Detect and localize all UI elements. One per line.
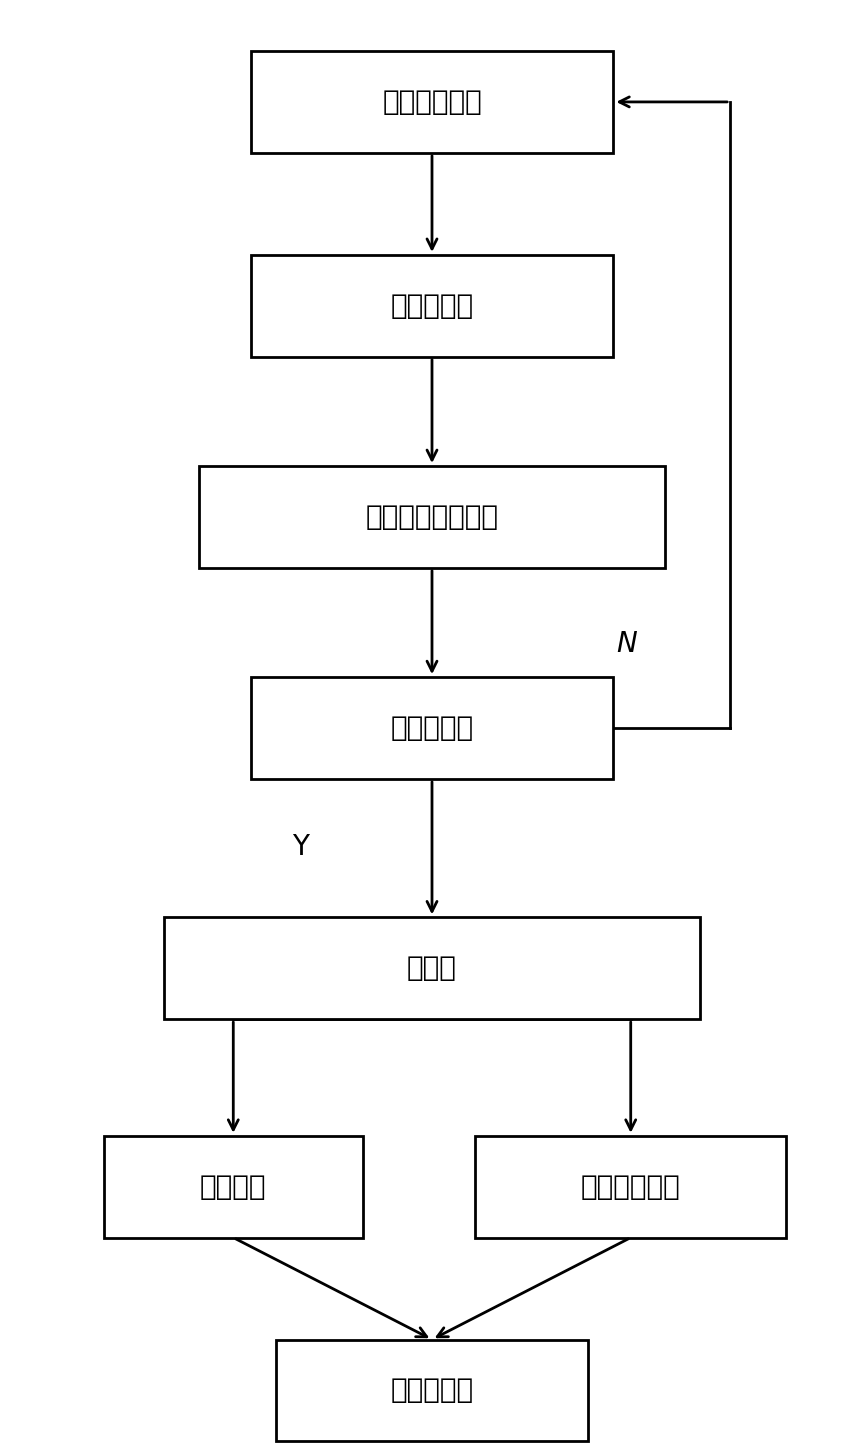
Bar [104, 1136, 363, 1238]
Text: 数据过程电量计算: 数据过程电量计算 [365, 502, 499, 531]
Text: 数据采集器: 数据采集器 [391, 291, 473, 320]
Bar [199, 466, 665, 568]
Text: N: N [616, 629, 637, 658]
Bar [164, 917, 700, 1019]
Bar [251, 51, 613, 153]
Bar [251, 255, 613, 357]
Text: 执行机构: 执行机构 [200, 1172, 266, 1201]
Bar [276, 1340, 588, 1441]
Text: 实时电气参数: 实时电气参数 [382, 87, 482, 116]
Bar [251, 677, 613, 779]
Text: Y: Y [292, 833, 309, 862]
Text: 控制器: 控制器 [407, 954, 457, 983]
Text: 中央处理器: 中央处理器 [391, 713, 473, 743]
Bar [475, 1136, 786, 1238]
Text: 变压器支路: 变压器支路 [391, 1376, 473, 1405]
Text: 调节补偿机构: 调节补偿机构 [581, 1172, 681, 1201]
